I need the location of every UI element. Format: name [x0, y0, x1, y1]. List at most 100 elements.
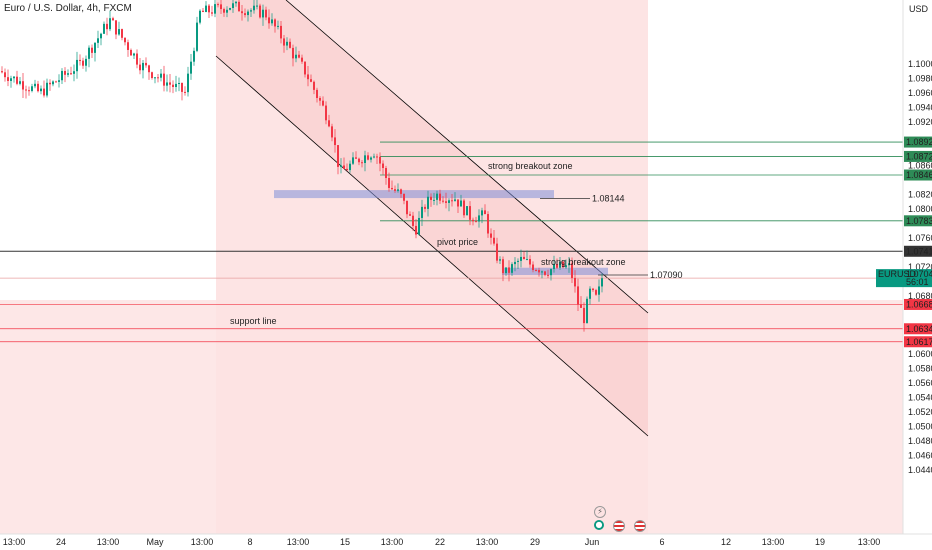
candle-body	[493, 237, 495, 244]
y-tick-label: 1.09800	[908, 73, 932, 83]
candle-body	[160, 73, 162, 78]
x-tick-label: 13:00	[3, 537, 26, 547]
candle-body	[565, 265, 567, 268]
candle-body	[322, 100, 324, 106]
candle-body	[562, 261, 564, 268]
candle-body	[277, 25, 279, 27]
candle-body	[103, 23, 105, 34]
candle-body	[67, 73, 69, 75]
y-tick-label: 1.10000	[908, 59, 932, 69]
candle-body	[49, 82, 51, 85]
x-tick-label: 24	[56, 537, 66, 547]
y-tick-label: 1.08600	[908, 160, 932, 170]
candle-body	[580, 304, 582, 308]
candle-body	[382, 163, 384, 169]
candle-body	[391, 187, 393, 190]
currency-label: USD	[909, 4, 929, 14]
candle-body	[577, 286, 579, 305]
us-flag-icon[interactable]	[613, 520, 625, 532]
candle-body	[151, 72, 153, 79]
candle-body	[127, 42, 129, 50]
candle-body	[40, 88, 42, 92]
candle-body	[100, 33, 102, 39]
candle-body	[136, 53, 138, 65]
y-tick-label: 1.06000	[908, 349, 932, 359]
candle-body	[400, 189, 402, 194]
x-tick-label: 8	[247, 537, 252, 547]
x-tick-label: 13:00	[476, 537, 499, 547]
candle-body	[574, 277, 576, 287]
candle-body	[232, 3, 234, 9]
candle-body	[169, 82, 171, 85]
us-flag-icon[interactable]	[634, 520, 646, 532]
annotation-0: strong breakout zone	[488, 161, 573, 171]
candle-body	[76, 59, 78, 72]
candle-body	[190, 61, 192, 74]
candle-body	[535, 270, 537, 272]
event-icon[interactable]: ●	[594, 520, 604, 530]
y-tick-label: 1.04800	[908, 436, 932, 446]
candle-body	[529, 259, 531, 265]
candle-body	[307, 74, 309, 80]
candle-body	[337, 145, 339, 167]
y-tick-label: 1.05400	[908, 393, 932, 403]
candle-body	[544, 271, 546, 275]
candle-body	[31, 86, 33, 91]
level-label-4: 1.07417	[906, 246, 932, 256]
candle-body	[505, 267, 507, 274]
candle-body	[82, 60, 84, 66]
level-label-3: 1.07837	[906, 216, 932, 226]
x-tick-label: 13:00	[97, 537, 120, 547]
candle-body	[85, 58, 87, 66]
candle-body	[199, 10, 201, 23]
candle-body	[124, 37, 126, 43]
candle-body	[496, 243, 498, 261]
candle-body	[268, 17, 270, 24]
time-axis	[0, 534, 932, 550]
level-label-7: 1.06170	[906, 337, 932, 347]
candle-body	[409, 214, 411, 216]
y-tick-label: 1.05000	[908, 422, 932, 432]
candle-body	[130, 49, 132, 56]
candle-body	[346, 168, 348, 171]
candle-body	[172, 84, 174, 88]
candle-body	[385, 168, 387, 178]
y-tick-label: 1.05600	[908, 378, 932, 388]
candle-body	[109, 18, 111, 30]
x-tick-label: Jun	[585, 537, 600, 547]
lightning-icon[interactable]: ⚡	[594, 506, 606, 518]
candle-body	[118, 29, 120, 35]
candle-body	[454, 199, 456, 201]
candle-body	[331, 126, 333, 138]
candle-body	[184, 91, 186, 93]
candle-body	[226, 9, 228, 13]
level-tag-6	[904, 323, 932, 335]
candle-body	[595, 290, 597, 295]
price-pointer-label-1: 1.07090	[650, 270, 683, 280]
candle-body	[58, 80, 60, 82]
x-tick-label: 6	[659, 537, 664, 547]
candle-body	[7, 77, 9, 81]
candle-body	[115, 20, 117, 35]
candle-body	[427, 196, 429, 209]
candle-body	[283, 38, 285, 46]
candle-body	[583, 307, 585, 324]
candle-body	[211, 12, 213, 14]
candle-body	[1, 71, 3, 73]
candle-body	[217, 4, 219, 6]
candle-body	[394, 189, 396, 191]
x-tick-label: 13:00	[191, 537, 214, 547]
candle-body	[88, 47, 90, 59]
candle-body	[421, 206, 423, 218]
candle-body	[220, 4, 222, 10]
candle-body	[181, 82, 183, 92]
candle-body	[70, 73, 72, 75]
candle-body	[193, 50, 195, 62]
candle-body	[262, 9, 264, 18]
candle-body	[559, 261, 561, 268]
candle-body	[541, 271, 543, 273]
y-tick-label: 1.05800	[908, 364, 932, 374]
candle-body	[37, 83, 39, 92]
